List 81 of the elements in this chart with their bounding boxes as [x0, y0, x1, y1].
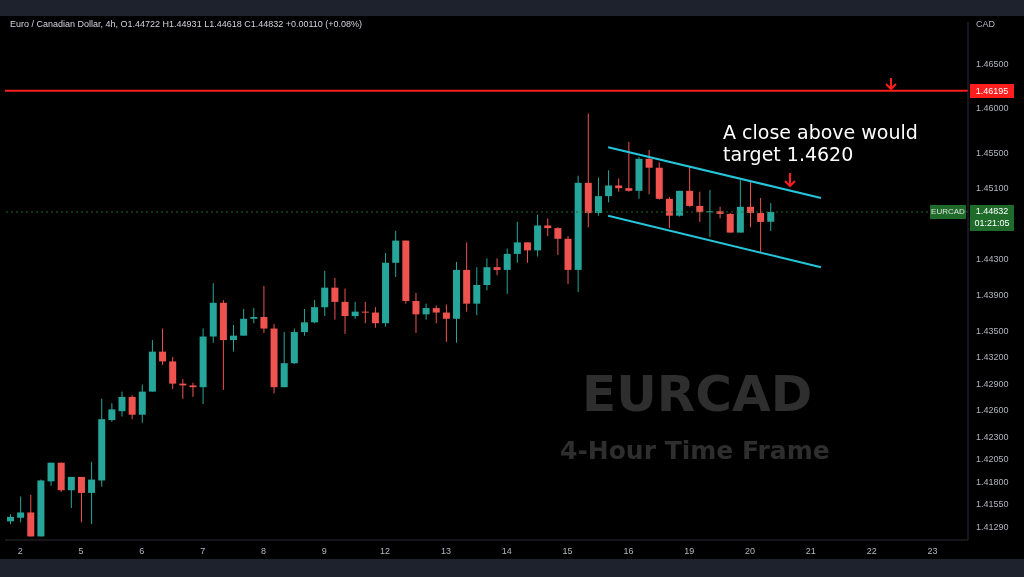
y-axis-title: CAD	[976, 19, 996, 29]
x-tick-label: 13	[440, 546, 451, 557]
candlestick	[493, 257, 501, 276]
candlestick	[88, 461, 96, 525]
candlestick	[645, 149, 653, 195]
x-tick-label: 23	[927, 546, 938, 557]
y-tick-label: 1.43200	[976, 352, 1009, 363]
candlestick	[280, 331, 288, 388]
candlestick	[412, 292, 420, 334]
annotation: A close above would target 1.4620	[723, 121, 918, 166]
y-tick-label: 1.46000	[976, 103, 1009, 114]
candlestick	[594, 176, 602, 217]
chart-subtitle: Euro / Canadian Dollar, 4h, O1.44722 H1.44931 L1.44618 C1.44832 +0.00110 (+0.08%)	[10, 19, 363, 29]
candlestick	[686, 165, 694, 208]
ref-line-label: EURCAD	[930, 204, 966, 219]
y-tick-label: 1.42050	[976, 454, 1009, 465]
candlestick	[17, 495, 25, 523]
x-tick-label: 20	[745, 546, 756, 557]
candlestick	[392, 230, 400, 278]
candlestick	[757, 197, 765, 253]
y-tick-label: 1.46500	[976, 58, 1009, 69]
y-tick-label: 1.42600	[976, 405, 1009, 416]
candlestick	[523, 241, 531, 264]
x-tick-label: 8	[260, 546, 266, 557]
candlestick	[169, 356, 177, 390]
x-tick-label: 21	[805, 546, 816, 557]
candlestick	[67, 476, 75, 509]
candlestick	[27, 494, 35, 537]
candlestick	[230, 324, 238, 353]
y-tick-label: 1.43900	[976, 289, 1009, 300]
candlestick	[483, 257, 491, 291]
text: 1.44832	[974, 205, 1010, 217]
candlestick	[361, 301, 369, 324]
y-tick-label: 1.45100	[976, 183, 1009, 194]
candlestick	[138, 384, 146, 424]
candlestick	[442, 304, 450, 343]
candlestick	[77, 476, 85, 523]
y-tick-label: 1.42300	[976, 432, 1009, 443]
x-tick-label: 7	[200, 546, 206, 557]
candlestick	[159, 328, 167, 366]
candlestick	[300, 308, 308, 337]
candlestick	[605, 169, 613, 203]
y-tick-label: 1.41290	[976, 521, 1009, 532]
y-tick-label: 1.42900	[976, 378, 1009, 389]
candlestick	[767, 202, 775, 232]
x-tick-label: 5	[78, 546, 84, 557]
x-tick-label: 12	[380, 546, 391, 557]
candlestick	[726, 212, 734, 234]
y-tick-label: 1.43500	[976, 325, 1009, 336]
y-tick-label: 1.41800	[976, 476, 1009, 487]
ref-line-label: 1.46195	[970, 83, 1014, 98]
candlestick	[341, 288, 349, 335]
x-tick-label: 2	[17, 546, 23, 557]
y-tick-label: 1.44300	[976, 254, 1009, 265]
candlestick	[118, 391, 126, 417]
y-tick-label: 1.41550	[976, 498, 1009, 509]
x-tick-label: 22	[866, 546, 877, 557]
text: 01:21:05	[973, 217, 1011, 229]
candlestick	[108, 402, 116, 423]
candlestick	[311, 299, 319, 324]
candlestick	[503, 248, 511, 295]
y-tick-label: 1.45500	[976, 147, 1009, 158]
x-tick-label: 15	[562, 546, 573, 557]
candlestick	[625, 141, 633, 193]
candlestick	[189, 382, 197, 398]
candlestick	[240, 308, 248, 337]
x-tick-label: 16	[623, 546, 634, 557]
x-tick-label: 14	[501, 546, 512, 557]
x-tick-label: 6	[139, 546, 145, 557]
candlestick	[331, 277, 339, 321]
x-tick-label: 9	[321, 546, 327, 557]
candlestick	[128, 394, 136, 420]
candlestick	[665, 196, 673, 229]
candlestick	[554, 226, 562, 256]
candlestick	[371, 306, 379, 329]
candlestick	[321, 270, 329, 317]
x-tick-label: 19	[684, 546, 695, 557]
candlestick	[260, 285, 268, 334]
candlestick	[473, 266, 481, 316]
candlestick	[513, 221, 521, 264]
candlestick	[422, 303, 430, 321]
